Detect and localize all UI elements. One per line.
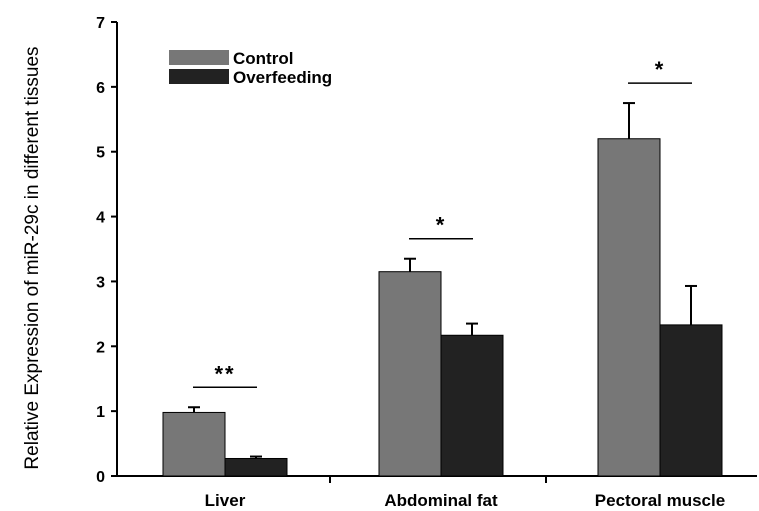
bar-control [379, 272, 441, 476]
y-tick-label: 6 [96, 80, 105, 97]
y-axis: 0 1 2 3 4 5 6 7 [96, 15, 117, 486]
bar-overfeeding [225, 458, 287, 476]
y-tick-label: 0 [96, 469, 105, 486]
legend-swatch-control [169, 50, 229, 65]
y-axis-label: Relative Expression of miR-29c in differ… [22, 46, 43, 469]
significance-label: * [655, 57, 666, 82]
y-tick-label: 5 [96, 145, 105, 162]
bars-group [163, 139, 722, 476]
y-tick-label: 3 [96, 274, 105, 291]
x-category-label: Pectoral muscle [595, 491, 725, 510]
significance-label: * [436, 213, 447, 238]
y-tick-label: 7 [96, 15, 105, 32]
bar-overfeeding [441, 335, 503, 476]
x-category-label: Liver [205, 491, 246, 510]
legend-label-overfeeding: Overfeeding [233, 68, 332, 87]
y-tick-label: 4 [96, 210, 105, 227]
bar-control [163, 412, 225, 476]
significance-label: ** [214, 361, 235, 386]
legend-swatch-overfeeding [169, 69, 229, 84]
bar-control [598, 139, 660, 476]
legend-label-control: Control [233, 49, 293, 68]
y-tick-label: 1 [96, 404, 105, 421]
bar-overfeeding [660, 325, 722, 476]
y-tick-label: 2 [96, 339, 105, 356]
x-category-label: Abdominal fat [384, 491, 498, 510]
x-axis: Liver Abdominal fat Pectoral muscle [117, 476, 757, 510]
